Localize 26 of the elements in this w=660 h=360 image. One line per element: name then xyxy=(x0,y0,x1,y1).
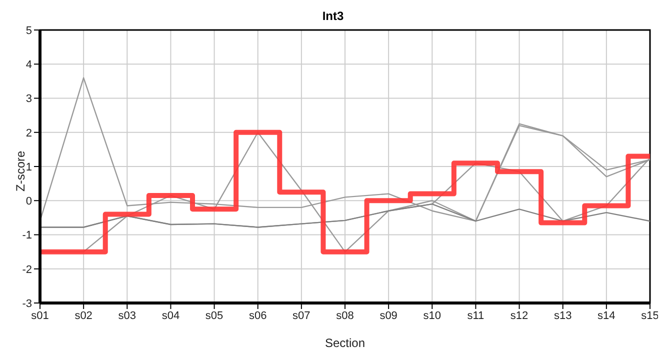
x-tick-label: s08 xyxy=(336,310,354,322)
x-tick-label: s06 xyxy=(248,310,267,322)
x-tick-label: s01 xyxy=(31,310,49,322)
x-tick-label: s10 xyxy=(423,310,442,322)
x-axis-title: Section xyxy=(324,336,366,350)
x-tick-label: s05 xyxy=(205,310,224,322)
y-tick-label: 4 xyxy=(26,59,32,72)
y-tick-label: 0 xyxy=(26,196,32,208)
y-tick-label: 5 xyxy=(26,24,32,37)
x-tick-label: s13 xyxy=(554,310,572,322)
y-tick-label: -2 xyxy=(22,264,32,276)
x-tick-label: s12 xyxy=(510,310,528,322)
y-tick-label: -3 xyxy=(22,298,32,310)
y-tick-label: 3 xyxy=(26,93,32,106)
x-tick-label: s03 xyxy=(118,310,136,322)
chart-title: Int3 xyxy=(321,8,345,25)
x-tick-label: s11 xyxy=(467,310,484,322)
x-tick-label: s02 xyxy=(74,310,92,322)
y-tick-label: 1 xyxy=(26,161,32,174)
y-tick-label: 2 xyxy=(26,127,32,140)
x-tick-label: s09 xyxy=(380,310,398,322)
x-tick-label: s04 xyxy=(162,310,180,322)
y-axis-title: Z-score xyxy=(13,150,28,192)
y-tick-label: -1 xyxy=(22,230,32,242)
x-tick-label: s07 xyxy=(292,310,310,322)
x-tick-label: s14 xyxy=(598,310,616,322)
